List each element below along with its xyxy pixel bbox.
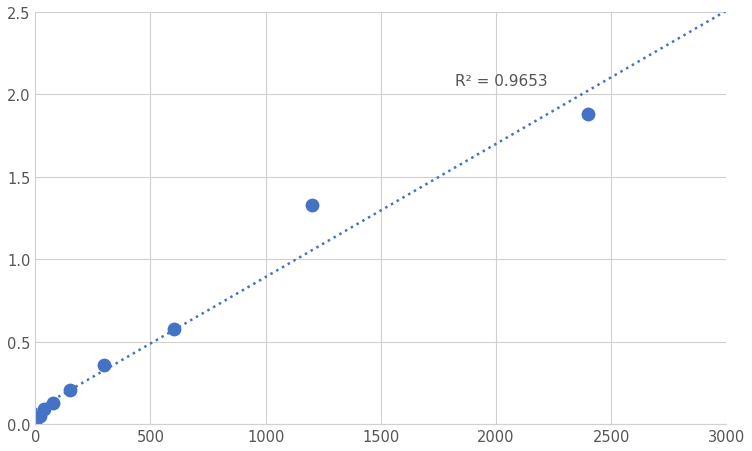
- Text: R² = 0.9653: R² = 0.9653: [455, 74, 547, 88]
- Point: [38, 406, 50, 413]
- Point: [47, 399, 59, 406]
- Point: [168, 325, 180, 332]
- Point: [306, 202, 318, 209]
- Point: [582, 111, 594, 119]
- Point: [64, 386, 76, 393]
- Point: [29, 421, 41, 428]
- Point: [34, 412, 46, 419]
- Point: [99, 361, 111, 368]
